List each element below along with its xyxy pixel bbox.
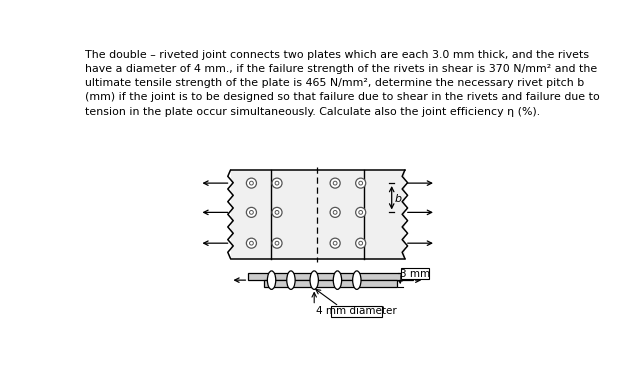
FancyBboxPatch shape (331, 306, 382, 317)
Circle shape (333, 241, 337, 245)
Circle shape (359, 181, 363, 185)
Ellipse shape (352, 271, 361, 289)
Text: 3 mm: 3 mm (400, 269, 430, 279)
Bar (248, 273, 413, 280)
Circle shape (275, 241, 279, 245)
Circle shape (333, 181, 337, 185)
Text: b: b (395, 194, 402, 204)
Circle shape (272, 238, 282, 248)
FancyBboxPatch shape (401, 268, 429, 279)
Circle shape (330, 238, 340, 248)
Circle shape (356, 238, 366, 248)
Text: The double – riveted joint connects two plates which are each 3.0 mm thick, and : The double – riveted joint connects two … (85, 50, 599, 116)
Ellipse shape (287, 271, 295, 289)
Circle shape (246, 178, 257, 188)
Circle shape (275, 210, 279, 214)
Circle shape (356, 178, 366, 188)
Circle shape (250, 210, 253, 214)
Circle shape (275, 181, 279, 185)
Circle shape (330, 207, 340, 217)
Circle shape (356, 207, 366, 217)
Circle shape (333, 210, 337, 214)
Circle shape (250, 241, 253, 245)
Ellipse shape (267, 271, 276, 289)
Ellipse shape (310, 271, 318, 289)
Circle shape (330, 178, 340, 188)
Circle shape (246, 238, 257, 248)
Circle shape (272, 178, 282, 188)
Bar (264, 280, 397, 287)
Circle shape (359, 210, 363, 214)
Bar (231, 170, 405, 259)
Text: 4 mm diameter: 4 mm diameter (316, 306, 397, 316)
Ellipse shape (333, 271, 342, 289)
Circle shape (246, 207, 257, 217)
Circle shape (250, 181, 253, 185)
Circle shape (359, 241, 363, 245)
Circle shape (272, 207, 282, 217)
